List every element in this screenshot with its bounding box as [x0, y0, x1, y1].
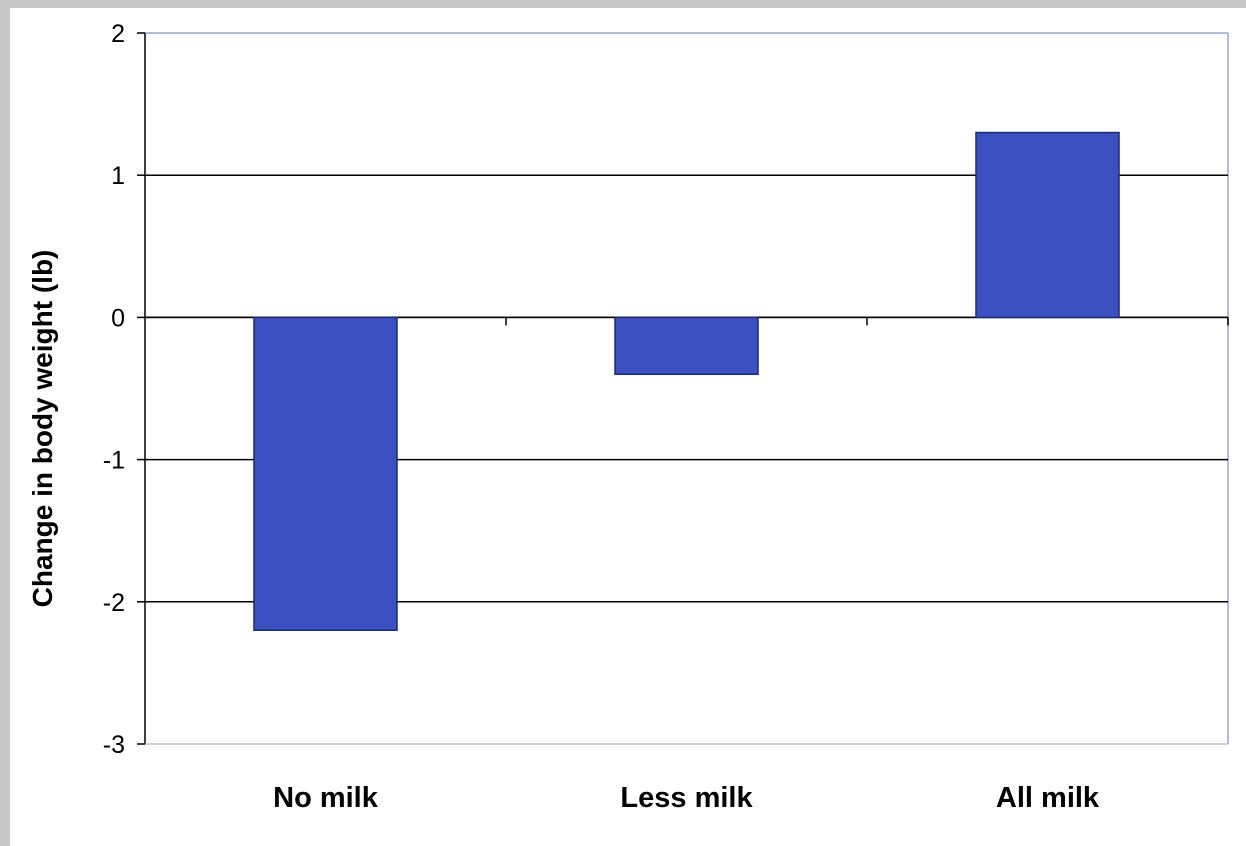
bar-all-milk — [975, 131, 1120, 319]
y-tick-label: -2 — [103, 589, 125, 617]
bars — [253, 131, 1120, 631]
x-category-label: All milk — [996, 782, 1100, 814]
y-tick-labels: 2 1 0 -1 -2 -3 — [103, 20, 125, 759]
y-tick-label: 0 — [111, 304, 125, 332]
bar-no-milk — [253, 316, 398, 631]
x-category-label: No milk — [273, 782, 379, 814]
x-category-label: Less milk — [620, 782, 753, 814]
y-tick-label: 1 — [111, 162, 125, 190]
y-tick-label: -3 — [103, 731, 125, 759]
y-tick-label: 2 — [111, 20, 125, 48]
y-tick-label: -1 — [103, 447, 125, 475]
x-category-labels: No milk Less milk All milk — [273, 782, 1100, 814]
bar-less-milk — [614, 316, 759, 376]
y-axis-title: Change in body weight (lb) — [27, 250, 58, 608]
